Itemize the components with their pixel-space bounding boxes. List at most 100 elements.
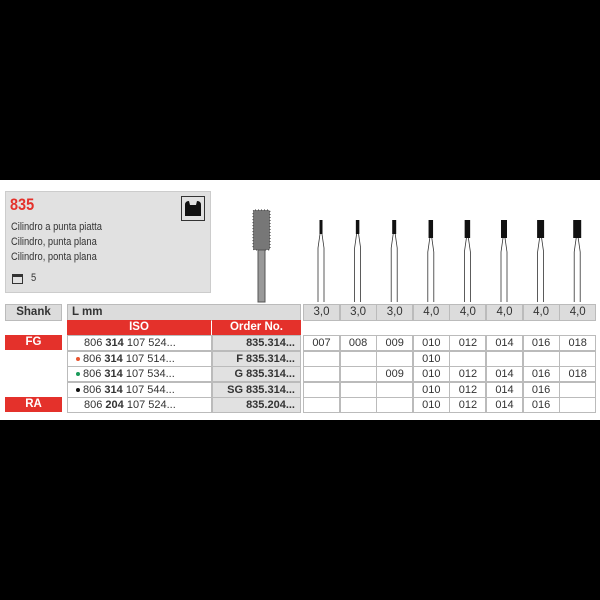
- bur-head: [355, 220, 360, 234]
- size-cell: [339, 366, 377, 382]
- length-cell: 4,0: [486, 304, 523, 321]
- size-cell: 009: [376, 366, 414, 382]
- fg-shank-icon: [181, 196, 205, 221]
- size-cell: [376, 350, 414, 367]
- bur-large-illustration: [252, 209, 271, 303]
- size-cell: [303, 350, 340, 367]
- bur-shank: [500, 237, 508, 302]
- size-cell: 018: [559, 366, 597, 382]
- size-cell: 016: [522, 381, 560, 398]
- grit-dot-icon: [76, 387, 80, 392]
- size-cell: 010: [412, 397, 450, 413]
- size-cell: 014: [486, 397, 523, 413]
- order-number: F 835.314...: [212, 350, 301, 367]
- description-es: Cilindro, punta plana: [11, 236, 97, 248]
- size-cell: 014: [486, 335, 523, 351]
- bur-profiles: [317, 220, 582, 302]
- iso-shank-code: 314: [104, 352, 123, 365]
- product-code: 835: [10, 195, 35, 214]
- size-cell: 016: [522, 366, 560, 382]
- iso-cell: 806 314 107 544...: [67, 381, 212, 398]
- size-cell: [339, 381, 377, 398]
- size-cell: 008: [339, 335, 377, 351]
- bur-head: [501, 220, 507, 238]
- bur-shank: [427, 237, 435, 302]
- length-header: L mm: [67, 304, 301, 321]
- shank-ra-label: RA: [5, 397, 62, 412]
- length-cell: 3,0: [303, 304, 340, 321]
- iso-suffix: 107 544...: [122, 383, 175, 396]
- package-icon: [12, 274, 23, 284]
- size-cell: 012: [449, 335, 487, 351]
- order-number: G 835.314...: [212, 366, 301, 382]
- iso-shank-code: 314: [105, 337, 124, 349]
- pack-quantity: 5: [31, 272, 37, 284]
- iso-header: ISO: [67, 320, 211, 335]
- bur-shank: [537, 237, 544, 302]
- length-cell: 3,0: [339, 304, 377, 321]
- iso-shank-code: 314: [104, 368, 123, 380]
- grit-dot-icon: [76, 372, 80, 377]
- description-pt: Cilindro, ponta plana: [11, 251, 97, 263]
- size-cell: 012: [449, 366, 487, 382]
- size-cell: [303, 397, 340, 413]
- size-cell: 010: [412, 366, 450, 382]
- iso-cell: 806 314 107 514...: [67, 350, 212, 367]
- shank-fg-label: FG: [5, 335, 62, 350]
- bur-head: [573, 220, 582, 238]
- size-cell: [559, 350, 597, 367]
- size-cell: 010: [412, 335, 450, 351]
- size-cell: [339, 350, 377, 367]
- bur-head: [428, 220, 434, 238]
- length-cell: 4,0: [522, 304, 560, 321]
- size-cell: [303, 366, 340, 382]
- iso-prefix: 806: [83, 383, 105, 396]
- iso-cell: 806 314 107 524...: [67, 335, 212, 351]
- order-number: SG 835.314...: [212, 381, 301, 398]
- bur-shank: [464, 237, 471, 302]
- shank-header: Shank: [5, 304, 62, 321]
- bur-head: [392, 220, 397, 234]
- iso-prefix: 806: [83, 352, 105, 365]
- size-cell: [559, 381, 597, 398]
- iso-suffix: 107 524...: [123, 337, 176, 349]
- length-cell: 4,0: [559, 304, 597, 321]
- size-cell: [449, 350, 487, 367]
- bur-shank: [354, 233, 361, 302]
- iso-suffix: 107 514...: [122, 352, 175, 365]
- size-cell: [376, 381, 414, 398]
- size-cell: 010: [412, 381, 450, 398]
- iso-cell: 806 204 107 524...: [67, 397, 212, 413]
- bur-head: [537, 220, 545, 238]
- bur-shank: [317, 233, 325, 302]
- bur-shank: [390, 233, 398, 302]
- product-info-box: [5, 191, 211, 293]
- description-it: Cilindro a punta piatta: [11, 221, 102, 233]
- bur-head: [319, 220, 323, 234]
- iso-prefix: 806: [84, 337, 106, 349]
- iso-shank-code: 204: [105, 399, 124, 411]
- size-cell: [376, 397, 414, 413]
- iso-suffix: 107 524...: [123, 399, 176, 411]
- size-cell: [486, 350, 523, 367]
- size-cell: 010: [412, 350, 450, 367]
- size-cell: 018: [559, 335, 597, 351]
- size-cell: [339, 397, 377, 413]
- size-cell: 014: [486, 366, 523, 382]
- size-cell: 016: [522, 397, 560, 413]
- grit-dot-icon: [76, 356, 80, 361]
- iso-prefix: 806: [84, 399, 106, 411]
- size-cell: 016: [522, 335, 560, 351]
- size-cell: [559, 397, 597, 413]
- order-header: Order No.: [212, 320, 301, 335]
- length-cell: 4,0: [449, 304, 487, 321]
- order-number: 835.314...: [212, 335, 301, 351]
- size-cell: 012: [449, 381, 487, 398]
- order-number: 835.204...: [212, 397, 301, 413]
- size-cell: 012: [449, 397, 487, 413]
- iso-cell: 806 314 107 534...: [67, 366, 212, 382]
- size-cell: 009: [376, 335, 414, 351]
- size-cell: [522, 350, 560, 367]
- size-cell: [303, 381, 340, 398]
- iso-shank-code: 314: [104, 383, 123, 396]
